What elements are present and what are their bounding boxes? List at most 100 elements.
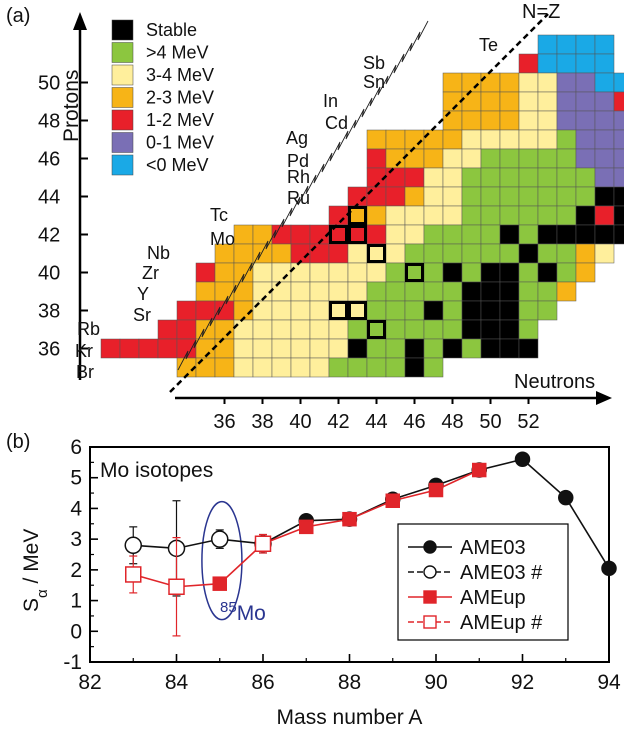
nuclide-cell [461, 72, 482, 93]
nuclide-cell [556, 262, 577, 283]
nuclide-cell [385, 148, 406, 169]
nuclide-cell [119, 338, 140, 359]
nuclide-cell [404, 319, 425, 340]
nuclide-cell [575, 167, 596, 188]
nuclide-cell [404, 129, 425, 150]
nuclide-cell [271, 357, 292, 378]
x-tick-label: 88 [338, 671, 361, 694]
nuclide-cell [442, 110, 463, 131]
x-tick-label: 40 [289, 411, 311, 433]
nuclide-cell [271, 262, 292, 283]
nuclide-cell [214, 262, 235, 283]
nuclide-cell [461, 319, 482, 340]
nuclide-cell [385, 129, 406, 150]
nuclide-cell [537, 34, 558, 55]
nuclide-cell [613, 186, 624, 207]
nuclide-cell [423, 319, 444, 340]
nuclide-cell [385, 338, 406, 359]
nuclide-cell [347, 319, 368, 340]
element-label: Pd [287, 151, 309, 171]
data-point [168, 578, 185, 595]
nuclide-cell [423, 148, 444, 169]
nuclide-cell [613, 167, 624, 188]
nuclide-cell [176, 319, 197, 340]
nuclide-cell [480, 281, 501, 302]
nuclide-cell [252, 262, 273, 283]
nuclide-cell [385, 262, 406, 283]
nuclide-cell [404, 224, 425, 245]
nuclide-cell [442, 205, 463, 226]
nuclide-cell [385, 205, 406, 226]
nuclide-cell [556, 167, 577, 188]
nuclide-cell [613, 110, 624, 131]
legend-label: AME03 # [460, 562, 543, 584]
legend-label: AME03 [460, 537, 526, 559]
nuclide-cell [404, 338, 425, 359]
element-label: Sr [133, 305, 151, 325]
data-point [342, 511, 357, 527]
nuclide-cell [328, 281, 349, 302]
nuclide-cell [442, 186, 463, 207]
nuclide-cell [499, 148, 520, 169]
nuclide-cell [309, 338, 330, 359]
x-tick-label: 94 [597, 671, 621, 694]
nuclide-cell [157, 319, 178, 340]
nuclide-cell [442, 338, 463, 359]
nuclide-cell [404, 243, 425, 264]
nuclide-cell [290, 262, 311, 283]
element-label: Tc [210, 205, 228, 225]
nuclide-cell [575, 186, 596, 207]
nuclide-cell [157, 338, 178, 359]
y-tick-label: 2 [70, 559, 82, 582]
nuclide-cell [480, 186, 501, 207]
nuclide-cell [195, 300, 216, 321]
nuclide-cell [347, 281, 368, 302]
nuclide-cell [176, 300, 197, 321]
nuclide-cell [556, 110, 577, 131]
nuclide-cell [556, 129, 577, 150]
nuclide-cell [499, 167, 520, 188]
nuclide-cell [195, 357, 216, 378]
nuclide-cell [499, 338, 520, 359]
nuclide-cell [537, 300, 558, 321]
nuclide-cell [518, 110, 539, 131]
nuclide-cell [271, 243, 292, 264]
x-tick-label: 36 [213, 411, 235, 433]
nuclide-cell [423, 262, 444, 283]
element-label: Rb [77, 319, 100, 339]
nuclide-cell [575, 262, 596, 283]
x-axis-title: Mass number A [277, 706, 423, 729]
nuclide-cell [423, 167, 444, 188]
element-label: Te [479, 35, 498, 55]
nuclide-cell [537, 91, 558, 112]
x-axis-arrow [596, 391, 612, 405]
y-tick-label: 0 [70, 620, 82, 643]
element-label: Y [137, 284, 149, 304]
x-tick-label: 50 [479, 411, 501, 433]
n-equals-z-label: N=Z [522, 1, 560, 23]
nuclide-cell [461, 224, 482, 245]
nuclide-cell [233, 224, 254, 245]
nuclide-cell [518, 205, 539, 226]
nuclide-cell [252, 300, 273, 321]
nuclide-cell [385, 319, 406, 340]
data-point [254, 535, 272, 552]
nuclide-cell [366, 205, 387, 226]
nuclide-cell [537, 224, 558, 245]
element-label: Ru [287, 188, 310, 208]
nuclide-cell [518, 91, 539, 112]
y-tick-label: -1 [63, 651, 82, 674]
highlighted-cell [329, 301, 348, 320]
x-axis-title: Neutrons [514, 371, 595, 393]
x-tick-label: 44 [365, 411, 387, 433]
y-tick-label: 4 [70, 497, 82, 520]
nuclide-cell [575, 72, 596, 93]
legend-label: >4 MeV [146, 43, 209, 63]
nuclide-cell [537, 281, 558, 302]
data-point [125, 566, 142, 583]
nuclide-cell [366, 357, 387, 378]
nuclide-cell [442, 129, 463, 150]
legend-label: 1-2 MeV [146, 110, 214, 130]
nuclide-cell [404, 300, 425, 321]
nuclide-cell [556, 186, 577, 207]
